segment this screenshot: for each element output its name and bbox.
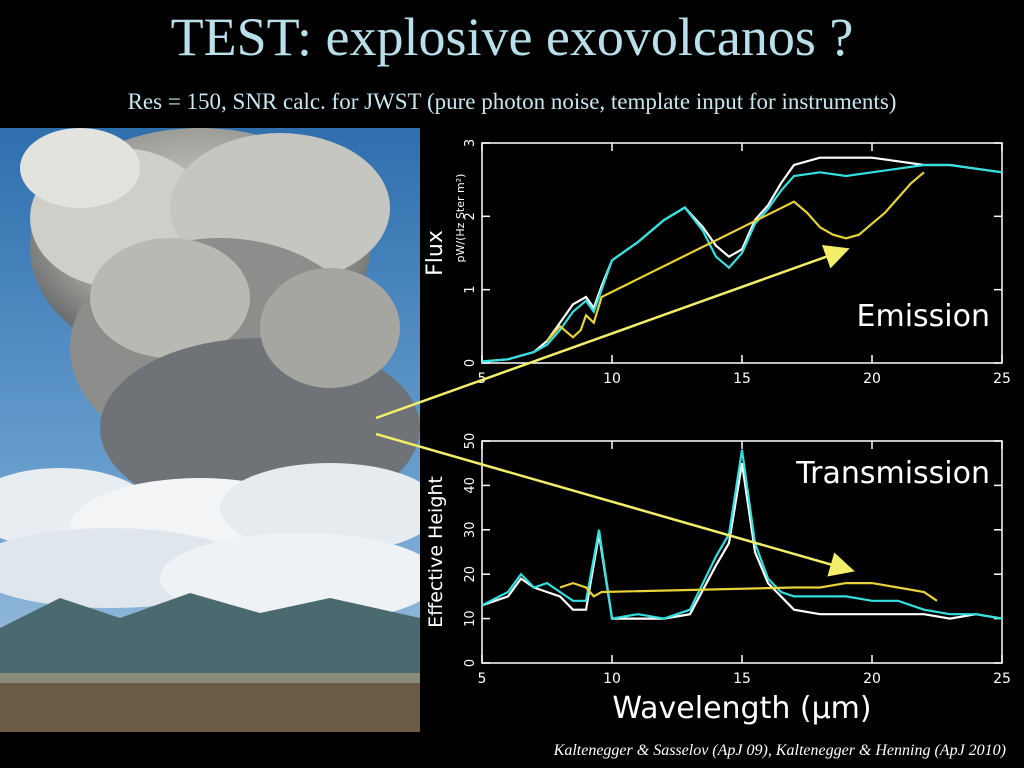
y-tick-label: 30 — [463, 522, 478, 539]
y-tick-label: 0 — [463, 359, 478, 367]
spectra-figure: 5 10 15 20 25 0 1 2 3 Emission Flux pW/(Hz Ster m²)… — [420, 128, 1024, 732]
x-tick-label: 10 — [603, 671, 621, 687]
series-line-2 — [559, 581, 938, 602]
x-tick-label: 25 — [993, 671, 1011, 687]
x-tick-label: 10 — [603, 371, 621, 387]
x-tick-label: 5 — [478, 671, 487, 687]
panel-label: Emission — [857, 299, 990, 334]
y-tick-label: 10 — [463, 610, 478, 627]
y-axis-unit: pW/(Hz Ster m²) — [454, 174, 467, 263]
x-tick-label: 20 — [863, 671, 881, 687]
mountain-range — [0, 593, 420, 673]
y-tick-label: 3 — [463, 139, 478, 147]
y-tick-label: 1 — [463, 286, 478, 294]
y-tick-label: 40 — [463, 477, 478, 494]
slide-title: TEST: explosive exovolcanos ? — [170, 7, 854, 67]
volcanic-eruption-plume-photo — [0, 128, 420, 732]
y-tick-label: 20 — [463, 566, 478, 583]
x-tick-label: 15 — [733, 371, 751, 387]
x-tick-label: 25 — [993, 371, 1011, 387]
x-tick-label: 15 — [733, 671, 751, 687]
panel-label: Transmission — [795, 456, 990, 491]
y-axis-label: Effective Height — [425, 476, 447, 628]
citation: Kaltenegger & Sasselov (ApJ 09), Kaltene… — [553, 742, 1006, 759]
cumulus-clouds — [0, 463, 420, 623]
slide-subtitle: Res = 150, SNR calc. for JWST (pure phot… — [127, 89, 897, 114]
y-axis-label: Flux — [423, 230, 448, 276]
y-tick-label: 50 — [463, 433, 478, 450]
x-tick-label: 5 — [478, 371, 487, 387]
y-tick-label: 0 — [463, 659, 478, 667]
x-tick-label: 20 — [863, 371, 881, 387]
y-tick-label: 2 — [463, 212, 478, 220]
x-axis-label: Wavelength (μm) — [612, 691, 871, 726]
